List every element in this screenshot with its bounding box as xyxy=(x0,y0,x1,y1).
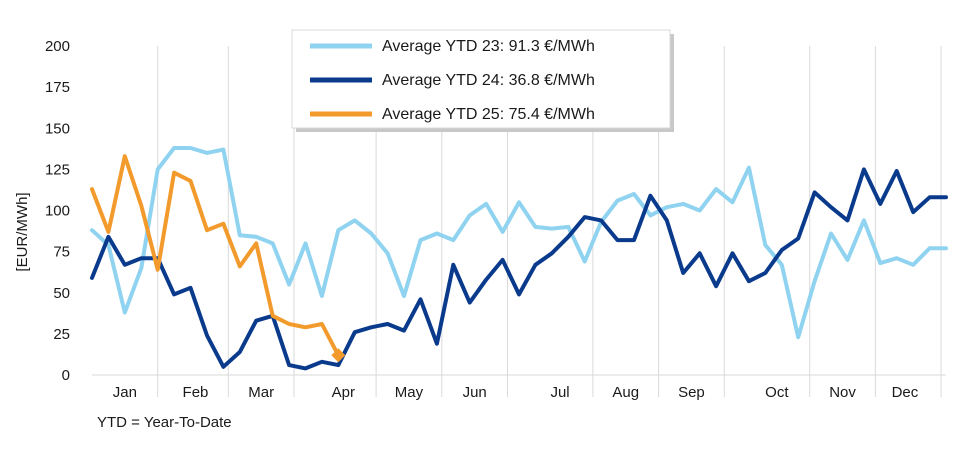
y-tick-labels: 0 25 50 75 100 125 150 175 200 xyxy=(45,38,70,384)
x-tick-label-dec: Dec xyxy=(892,384,919,401)
x-tick-label-may: May xyxy=(395,384,424,401)
x-tick-label-sep: Sep xyxy=(678,384,705,401)
y-tick-label: 175 xyxy=(45,79,70,96)
x-tick-label-mar: Mar xyxy=(248,384,274,401)
series-line-2 xyxy=(90,154,341,358)
series-line-0 xyxy=(90,146,948,340)
y-tick-label: 150 xyxy=(45,120,70,137)
x-tick-label-jan: Jan xyxy=(113,384,137,401)
legend-label-2: Average YTD 25: 75.4 €/MWh xyxy=(382,106,595,123)
x-tick-label-aug: Aug xyxy=(612,384,639,401)
series-end-marker xyxy=(331,348,346,363)
series-line-1 xyxy=(90,167,948,371)
x-tick-label-jul: Jul xyxy=(550,384,569,401)
y-tick-label: 75 xyxy=(53,244,70,261)
y-tick-label: 0 xyxy=(62,367,70,384)
x-tick-label-jun: Jun xyxy=(463,384,487,401)
y-axis-label: [EUR/MWh] xyxy=(14,192,31,271)
y-tick-label: 125 xyxy=(45,161,70,178)
x-tick-labels: Jan Feb Mar Apr May Jun Jul Aug Sep Oct Nov Dec xyxy=(113,384,919,401)
x-tick-label-nov: Nov xyxy=(829,384,856,401)
y-tick-label: 50 xyxy=(53,285,70,302)
y-tick-label: 25 xyxy=(53,326,70,343)
y-tick-label: 100 xyxy=(45,203,70,220)
x-tick-label-apr: Apr xyxy=(332,384,355,401)
series-lines xyxy=(90,146,948,371)
legend-label-1: Average YTD 24: 36.8 €/MWh xyxy=(382,72,595,89)
footnote: YTD = Year-To-Date xyxy=(97,414,232,431)
x-tick-label-feb: Feb xyxy=(183,384,209,401)
x-tick-label-oct: Oct xyxy=(765,384,789,401)
legend-label-0: Average YTD 23: 91.3 €/MWh xyxy=(382,38,595,55)
legend: Average YTD 23: 91.3 €/MWh Average YTD 24… xyxy=(291,29,674,132)
y-tick-label: 200 xyxy=(45,38,70,55)
